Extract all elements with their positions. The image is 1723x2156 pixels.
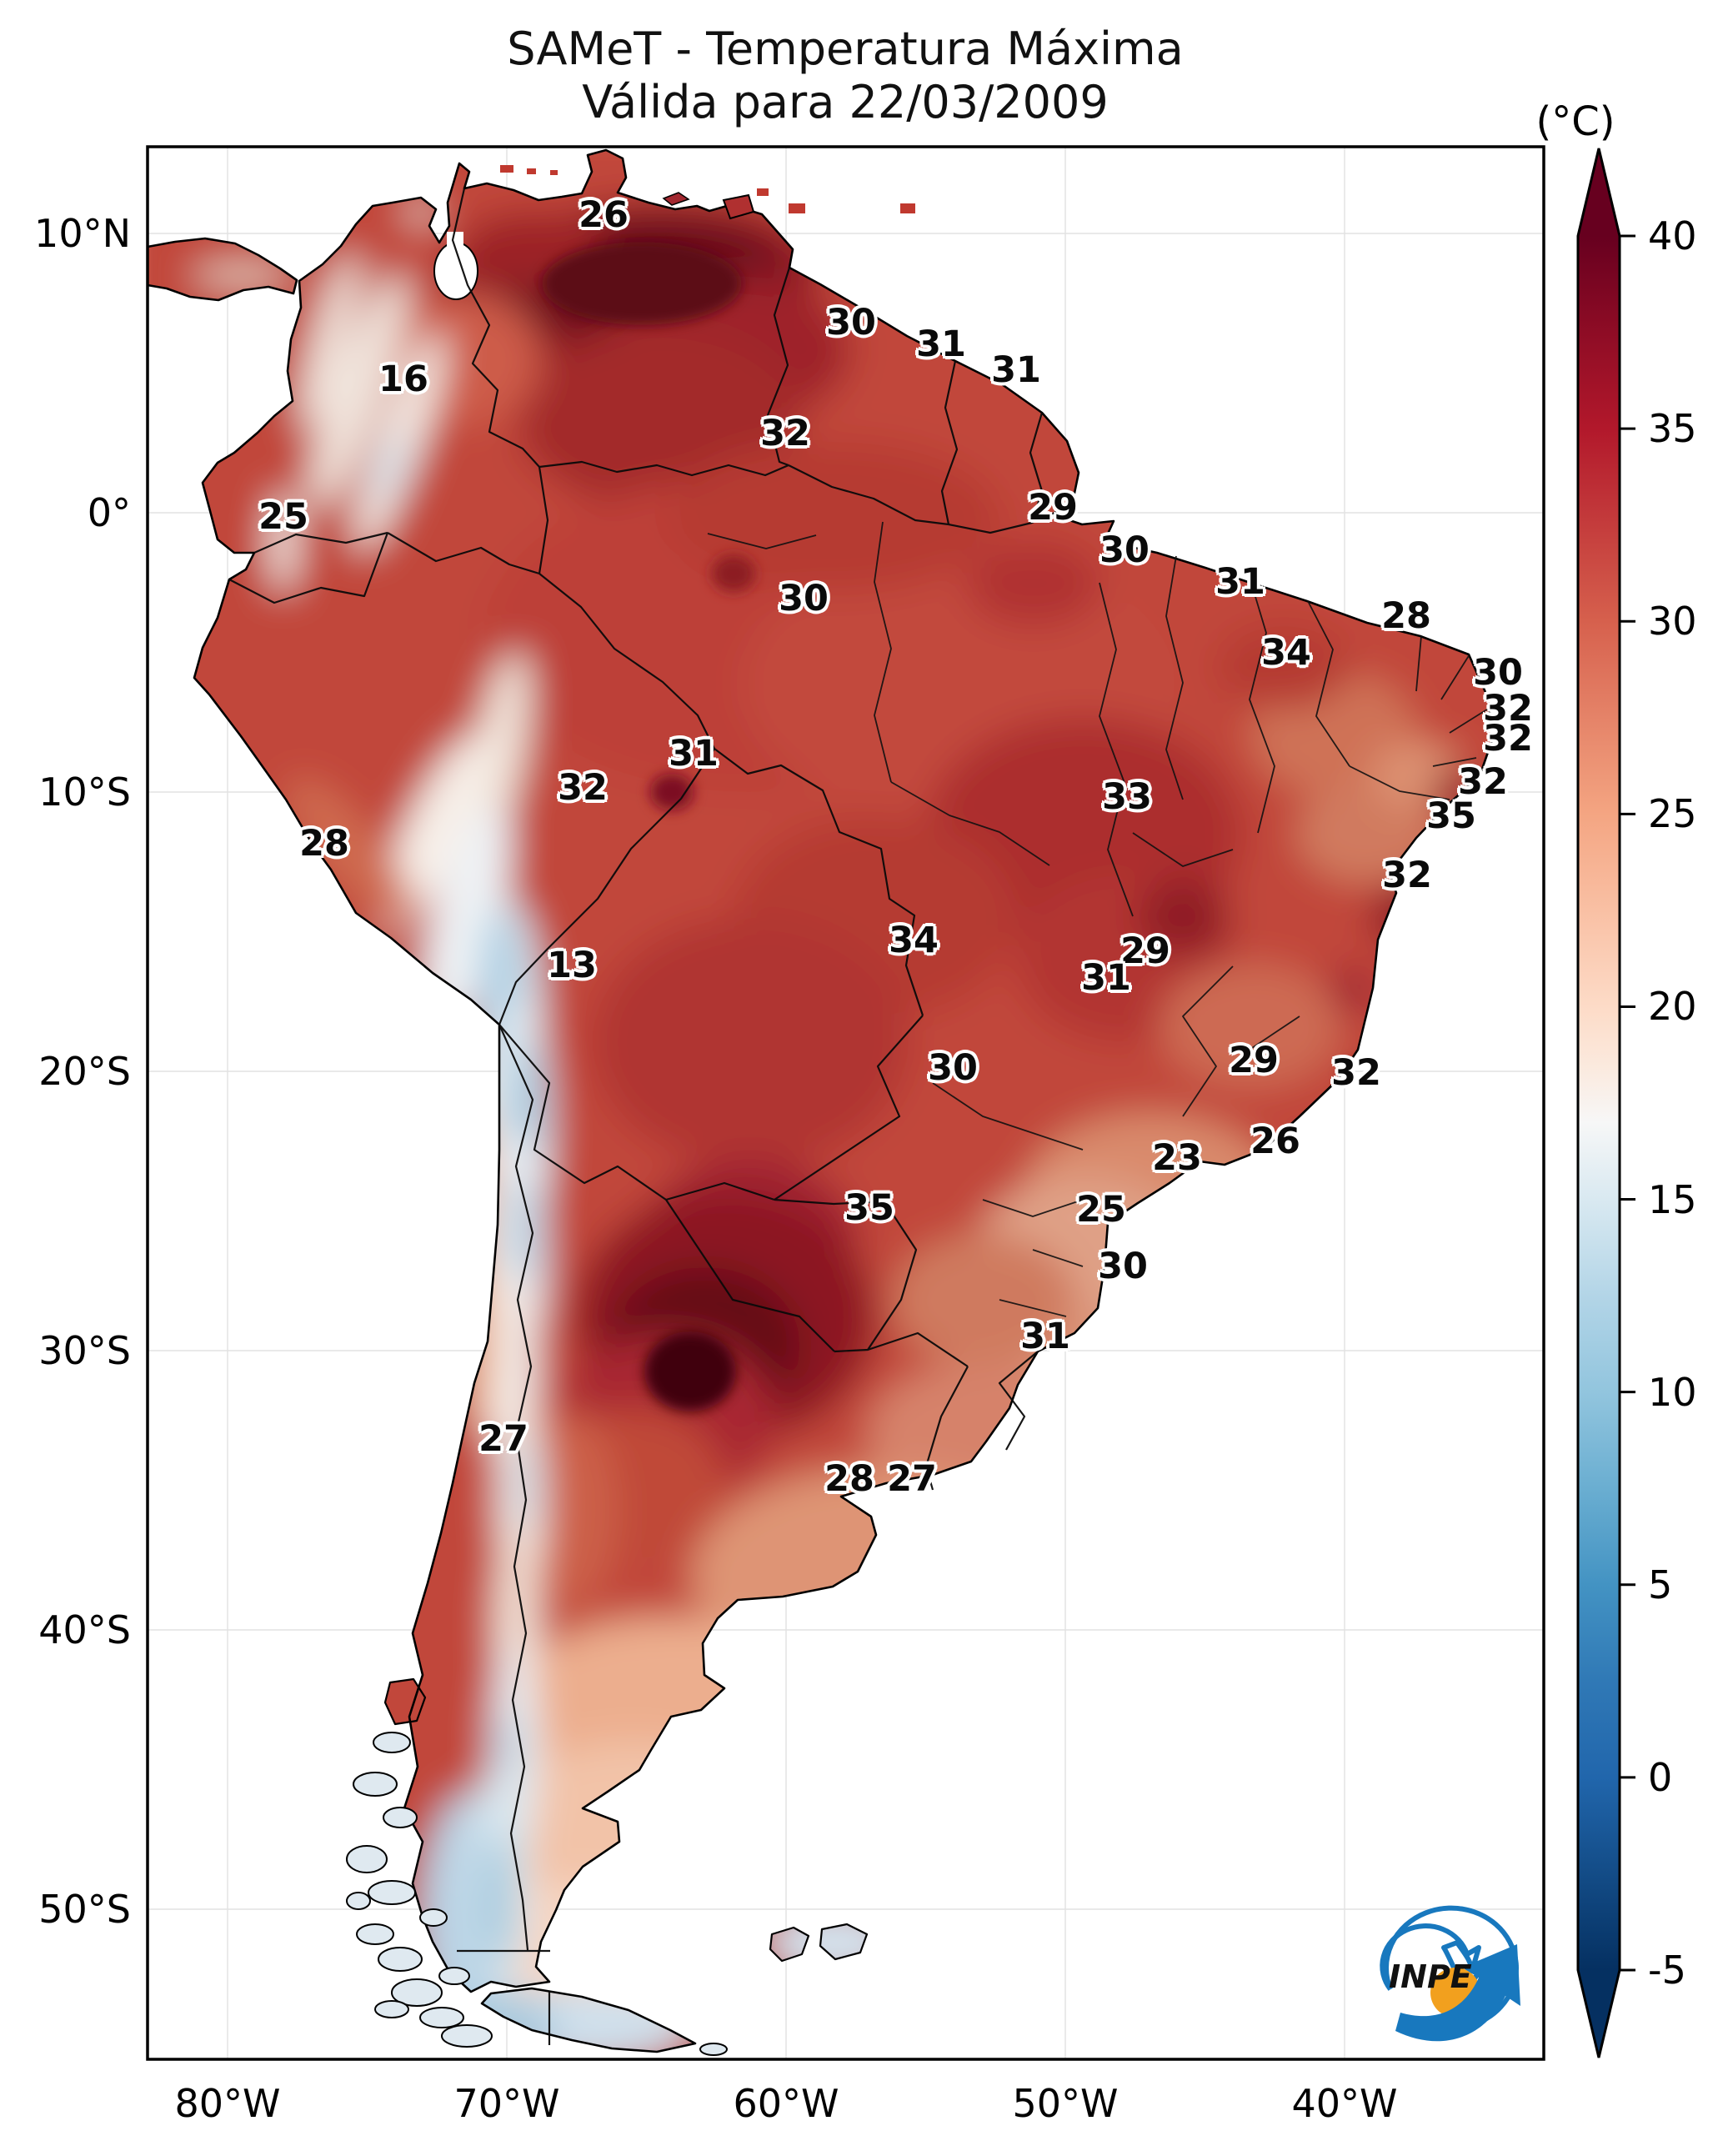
- temp-label: 32: [1382, 855, 1432, 896]
- inpe-logo-swoosh: INPE: [1380, 1905, 1520, 2042]
- temp-label: 32: [1331, 1052, 1381, 1094]
- temp-label: 34: [1261, 632, 1311, 674]
- temperature-raster: [148, 150, 1493, 2052]
- lon-label: 70°W: [453, 2081, 560, 2126]
- lon-label: 40°W: [1291, 2081, 1398, 2126]
- temp-label: 31: [991, 349, 1041, 391]
- temp-label: 30: [928, 1047, 978, 1089]
- colorbar-unit: (°C): [1535, 98, 1615, 145]
- lat-label: 10°S: [38, 770, 131, 815]
- temp-label: 32: [1483, 688, 1533, 730]
- lon-label: 50°W: [1012, 2081, 1119, 2126]
- fjord-islands: [346, 1732, 728, 2056]
- temp-label: 23: [1152, 1137, 1202, 1179]
- temp-label: 13: [547, 945, 597, 986]
- temp-label: 29: [1028, 487, 1078, 529]
- temp-label: 26: [1250, 1121, 1300, 1162]
- colorbar-tick-label: 30: [1648, 599, 1697, 644]
- temp-label: 16: [378, 358, 428, 400]
- temp-label: 27: [478, 1418, 528, 1460]
- temp-label: 32: [558, 767, 608, 809]
- lon-label: 60°W: [733, 2081, 839, 2126]
- colorbar-tick-label: -5: [1648, 1948, 1686, 1993]
- inpe-logo-arrow: [1395, 1944, 1520, 2042]
- colorbar-bar: [1576, 148, 1621, 2058]
- page-title: SAMeT - Temperatura Máxima: [507, 23, 1184, 75]
- colorbar-tick-label: 15: [1648, 1176, 1697, 1222]
- temp-label: 30: [1099, 529, 1150, 571]
- colorbar-tick-label: 25: [1648, 791, 1697, 837]
- temp-label: 35: [1426, 795, 1476, 837]
- temp-label: 28: [824, 1458, 874, 1500]
- lat-label: 30°S: [38, 1328, 131, 1373]
- temp-label: 25: [258, 496, 308, 538]
- temp-label: 29: [1120, 930, 1170, 972]
- lat-label: 10°N: [34, 211, 131, 256]
- lat-label: 0°: [87, 490, 131, 535]
- colorbar-tick-label: 0: [1648, 1754, 1673, 1800]
- map-frame: [146, 145, 1545, 2061]
- temp-label: 33: [1102, 776, 1152, 818]
- colorbar-ticks: [1620, 234, 1635, 1972]
- page-subtitle: Válida para 22/03/2009: [582, 76, 1109, 128]
- temp-label: 30: [1473, 652, 1523, 694]
- lat-label: 20°S: [38, 1049, 131, 1094]
- colorbar-tick-label: 5: [1648, 1562, 1673, 1607]
- inpe-logo-text: INPE: [1389, 1958, 1472, 1995]
- lon-label: 80°W: [174, 2081, 281, 2126]
- temp-label: 31: [1081, 957, 1131, 999]
- colorbar: [1576, 148, 1635, 2058]
- temp-label: 35: [844, 1187, 894, 1229]
- temp-label: 27: [887, 1458, 937, 1500]
- temp-label: 28: [299, 823, 349, 865]
- coastline: [147, 148, 1495, 2053]
- colorbar-tick-label: 40: [1648, 213, 1697, 258]
- lat-label: 40°S: [38, 1607, 131, 1652]
- temp-label: 29: [1229, 1040, 1279, 1081]
- state-borders: [707, 521, 1490, 1317]
- colorbar-tick-label: 35: [1648, 406, 1697, 452]
- temp-label: 25: [1076, 1189, 1126, 1231]
- temp-label: 30: [1098, 1246, 1148, 1287]
- colorbar-tick-label: 20: [1648, 984, 1697, 1030]
- temp-label: 30: [826, 302, 876, 343]
- inpe-logo: INPE: [1357, 1889, 1550, 2044]
- temp-label: 31: [1215, 561, 1265, 603]
- colorbar-tick-label: 10: [1648, 1369, 1697, 1415]
- lat-label: 50°S: [38, 1887, 131, 1932]
- temp-label: 31: [1020, 1316, 1070, 1357]
- temp-label: 31: [669, 733, 719, 775]
- temp-label: 32: [760, 413, 810, 454]
- temp-label: 34: [889, 920, 939, 961]
- temp-label: 32: [1483, 718, 1533, 760]
- country-borders: [228, 188, 1053, 2045]
- caribbean-islands: [500, 165, 915, 220]
- temp-label: 30: [779, 578, 829, 619]
- temp-label: 26: [579, 194, 629, 236]
- temp-label: 32: [1458, 761, 1508, 803]
- temp-label: 28: [1381, 595, 1431, 637]
- temp-label: 31: [916, 323, 966, 365]
